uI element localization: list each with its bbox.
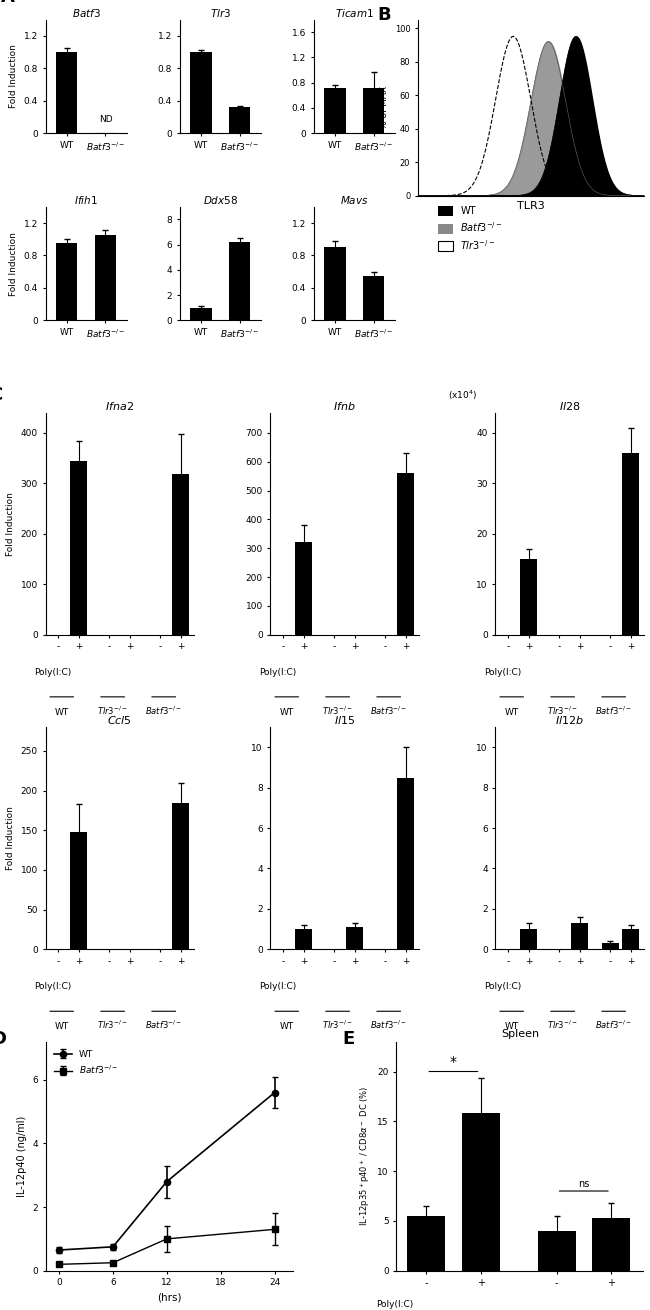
Y-axis label: Fold Induction: Fold Induction bbox=[6, 806, 15, 870]
Text: $\it{Batf3}^{-/-}$: $\it{Batf3}^{-/-}$ bbox=[595, 1019, 632, 1031]
Title: $\it{Batf3}$: $\it{Batf3}$ bbox=[72, 7, 101, 18]
Text: (x10$^4$): (x10$^4$) bbox=[448, 389, 478, 402]
Y-axis label: Fold Induction: Fold Induction bbox=[6, 491, 15, 555]
Text: $\it{Batf3}^{-/-}$: $\it{Batf3}^{-/-}$ bbox=[146, 705, 182, 717]
Text: Poly(I:C): Poly(I:C) bbox=[259, 668, 296, 677]
Text: ns: ns bbox=[578, 1179, 590, 1189]
Bar bbox=[295, 542, 312, 635]
X-axis label: (hrs): (hrs) bbox=[157, 1293, 181, 1303]
Bar bbox=[397, 778, 414, 950]
Bar bbox=[229, 107, 250, 134]
Text: WT: WT bbox=[55, 1022, 69, 1031]
Title: $\it{Ddx58}$: $\it{Ddx58}$ bbox=[203, 194, 238, 206]
Text: $\it{Batf3}^{-/-}$: $\it{Batf3}^{-/-}$ bbox=[370, 705, 407, 717]
Y-axis label: Fold Induction: Fold Induction bbox=[9, 45, 18, 109]
Text: ND: ND bbox=[99, 115, 112, 124]
Title: $\it{Il12b}$: $\it{Il12b}$ bbox=[555, 714, 584, 727]
Y-axis label: Fold Induction: Fold Induction bbox=[9, 232, 18, 296]
Text: $\it{Batf3}^{-/-}$: $\it{Batf3}^{-/-}$ bbox=[370, 1019, 407, 1031]
Bar bbox=[172, 474, 189, 635]
Title: $\it{Il28}$: $\it{Il28}$ bbox=[558, 400, 580, 413]
Bar bbox=[363, 88, 384, 134]
Bar bbox=[295, 929, 312, 950]
Title: $\it{Ccl5}$: $\it{Ccl5}$ bbox=[107, 714, 132, 727]
Text: $\it{Tlr3}^{-/-}$: $\it{Tlr3}^{-/-}$ bbox=[547, 705, 578, 717]
Text: Poly(I:C): Poly(I:C) bbox=[376, 1301, 414, 1310]
Bar bbox=[190, 52, 211, 134]
Text: *: * bbox=[450, 1055, 457, 1069]
Text: $\it{Tlr3}^{-/-}$: $\it{Tlr3}^{-/-}$ bbox=[98, 705, 128, 717]
Bar bbox=[623, 929, 639, 950]
Bar bbox=[56, 244, 77, 321]
Y-axis label: % of MAX: % of MAX bbox=[380, 86, 389, 130]
Bar bbox=[172, 803, 189, 950]
Bar bbox=[95, 236, 116, 321]
Bar bbox=[324, 248, 346, 321]
Text: Poly(I:C): Poly(I:C) bbox=[484, 668, 521, 677]
Text: WT: WT bbox=[280, 707, 294, 717]
Y-axis label: IL-12p40 (ng/ml): IL-12p40 (ng/ml) bbox=[16, 1116, 27, 1197]
Bar bbox=[592, 1218, 630, 1271]
Title: $\it{Ifnb}$: $\it{Ifnb}$ bbox=[333, 400, 356, 413]
Bar bbox=[408, 1216, 445, 1271]
Text: A: A bbox=[1, 0, 15, 5]
Legend: WT, $\it{Batf3}^{-/-}$, $\it{Tlr3}^{-/-}$: WT, $\it{Batf3}^{-/-}$, $\it{Tlr3}^{-/-}… bbox=[434, 202, 507, 255]
Text: WT: WT bbox=[504, 1022, 519, 1031]
Text: E: E bbox=[342, 1030, 354, 1048]
Bar bbox=[521, 929, 537, 950]
Bar bbox=[324, 88, 346, 134]
Y-axis label: IL-12p35$^+$p40$^+$ / CD8$\alpha^-$ DC (%): IL-12p35$^+$p40$^+$ / CD8$\alpha^-$ DC (… bbox=[358, 1086, 372, 1226]
Text: $\it{Tlr3}^{-/-}$: $\it{Tlr3}^{-/-}$ bbox=[547, 1019, 578, 1031]
Bar bbox=[397, 473, 414, 635]
Title: $\it{Tlr3}$: $\it{Tlr3}$ bbox=[210, 7, 231, 18]
Text: WT: WT bbox=[55, 707, 69, 717]
Bar bbox=[56, 52, 77, 134]
Text: $\it{Tlr3}^{-/-}$: $\it{Tlr3}^{-/-}$ bbox=[322, 705, 353, 717]
Text: $\it{Batf3}^{-/-}$: $\it{Batf3}^{-/-}$ bbox=[146, 1019, 182, 1031]
Text: $\it{Batf3}^{-/-}$: $\it{Batf3}^{-/-}$ bbox=[595, 705, 632, 717]
Bar bbox=[346, 927, 363, 950]
Text: D: D bbox=[0, 1030, 6, 1048]
Text: Poly(I:C): Poly(I:C) bbox=[34, 982, 71, 992]
Bar bbox=[623, 453, 639, 635]
Title: Spleen: Spleen bbox=[501, 1030, 539, 1039]
Title: $\it{Ifih1}$: $\it{Ifih1}$ bbox=[74, 194, 98, 206]
Text: $\it{Tlr3}^{-/-}$: $\it{Tlr3}^{-/-}$ bbox=[98, 1019, 128, 1031]
Text: Poly(I:C): Poly(I:C) bbox=[34, 668, 71, 677]
Title: $\it{Mavs}$: $\it{Mavs}$ bbox=[340, 194, 369, 206]
X-axis label: TLR3: TLR3 bbox=[517, 202, 545, 211]
Bar bbox=[571, 924, 588, 950]
Title: $\it{Il15}$: $\it{Il15}$ bbox=[334, 714, 355, 727]
Bar bbox=[70, 832, 87, 950]
Text: C: C bbox=[0, 386, 3, 405]
Text: Poly(I:C): Poly(I:C) bbox=[484, 982, 521, 992]
Bar bbox=[70, 461, 87, 635]
Bar bbox=[538, 1231, 576, 1271]
Bar bbox=[462, 1114, 500, 1271]
Text: B: B bbox=[378, 5, 391, 24]
Text: Poly(I:C): Poly(I:C) bbox=[259, 982, 296, 992]
Legend: WT, $\it{Batf3}^{-/-}$: WT, $\it{Batf3}^{-/-}$ bbox=[50, 1047, 122, 1079]
Bar bbox=[602, 943, 619, 950]
Title: $\it{Ifna2}$: $\it{Ifna2}$ bbox=[105, 400, 134, 413]
Bar bbox=[229, 242, 250, 321]
Text: WT: WT bbox=[280, 1022, 294, 1031]
Bar bbox=[363, 275, 384, 321]
Text: $\it{Tlr3}^{-/-}$: $\it{Tlr3}^{-/-}$ bbox=[322, 1019, 353, 1031]
Title: $\it{Ticam1}$: $\it{Ticam1}$ bbox=[335, 7, 374, 18]
Text: WT: WT bbox=[504, 707, 519, 717]
Bar bbox=[521, 559, 537, 635]
Bar bbox=[190, 308, 211, 321]
